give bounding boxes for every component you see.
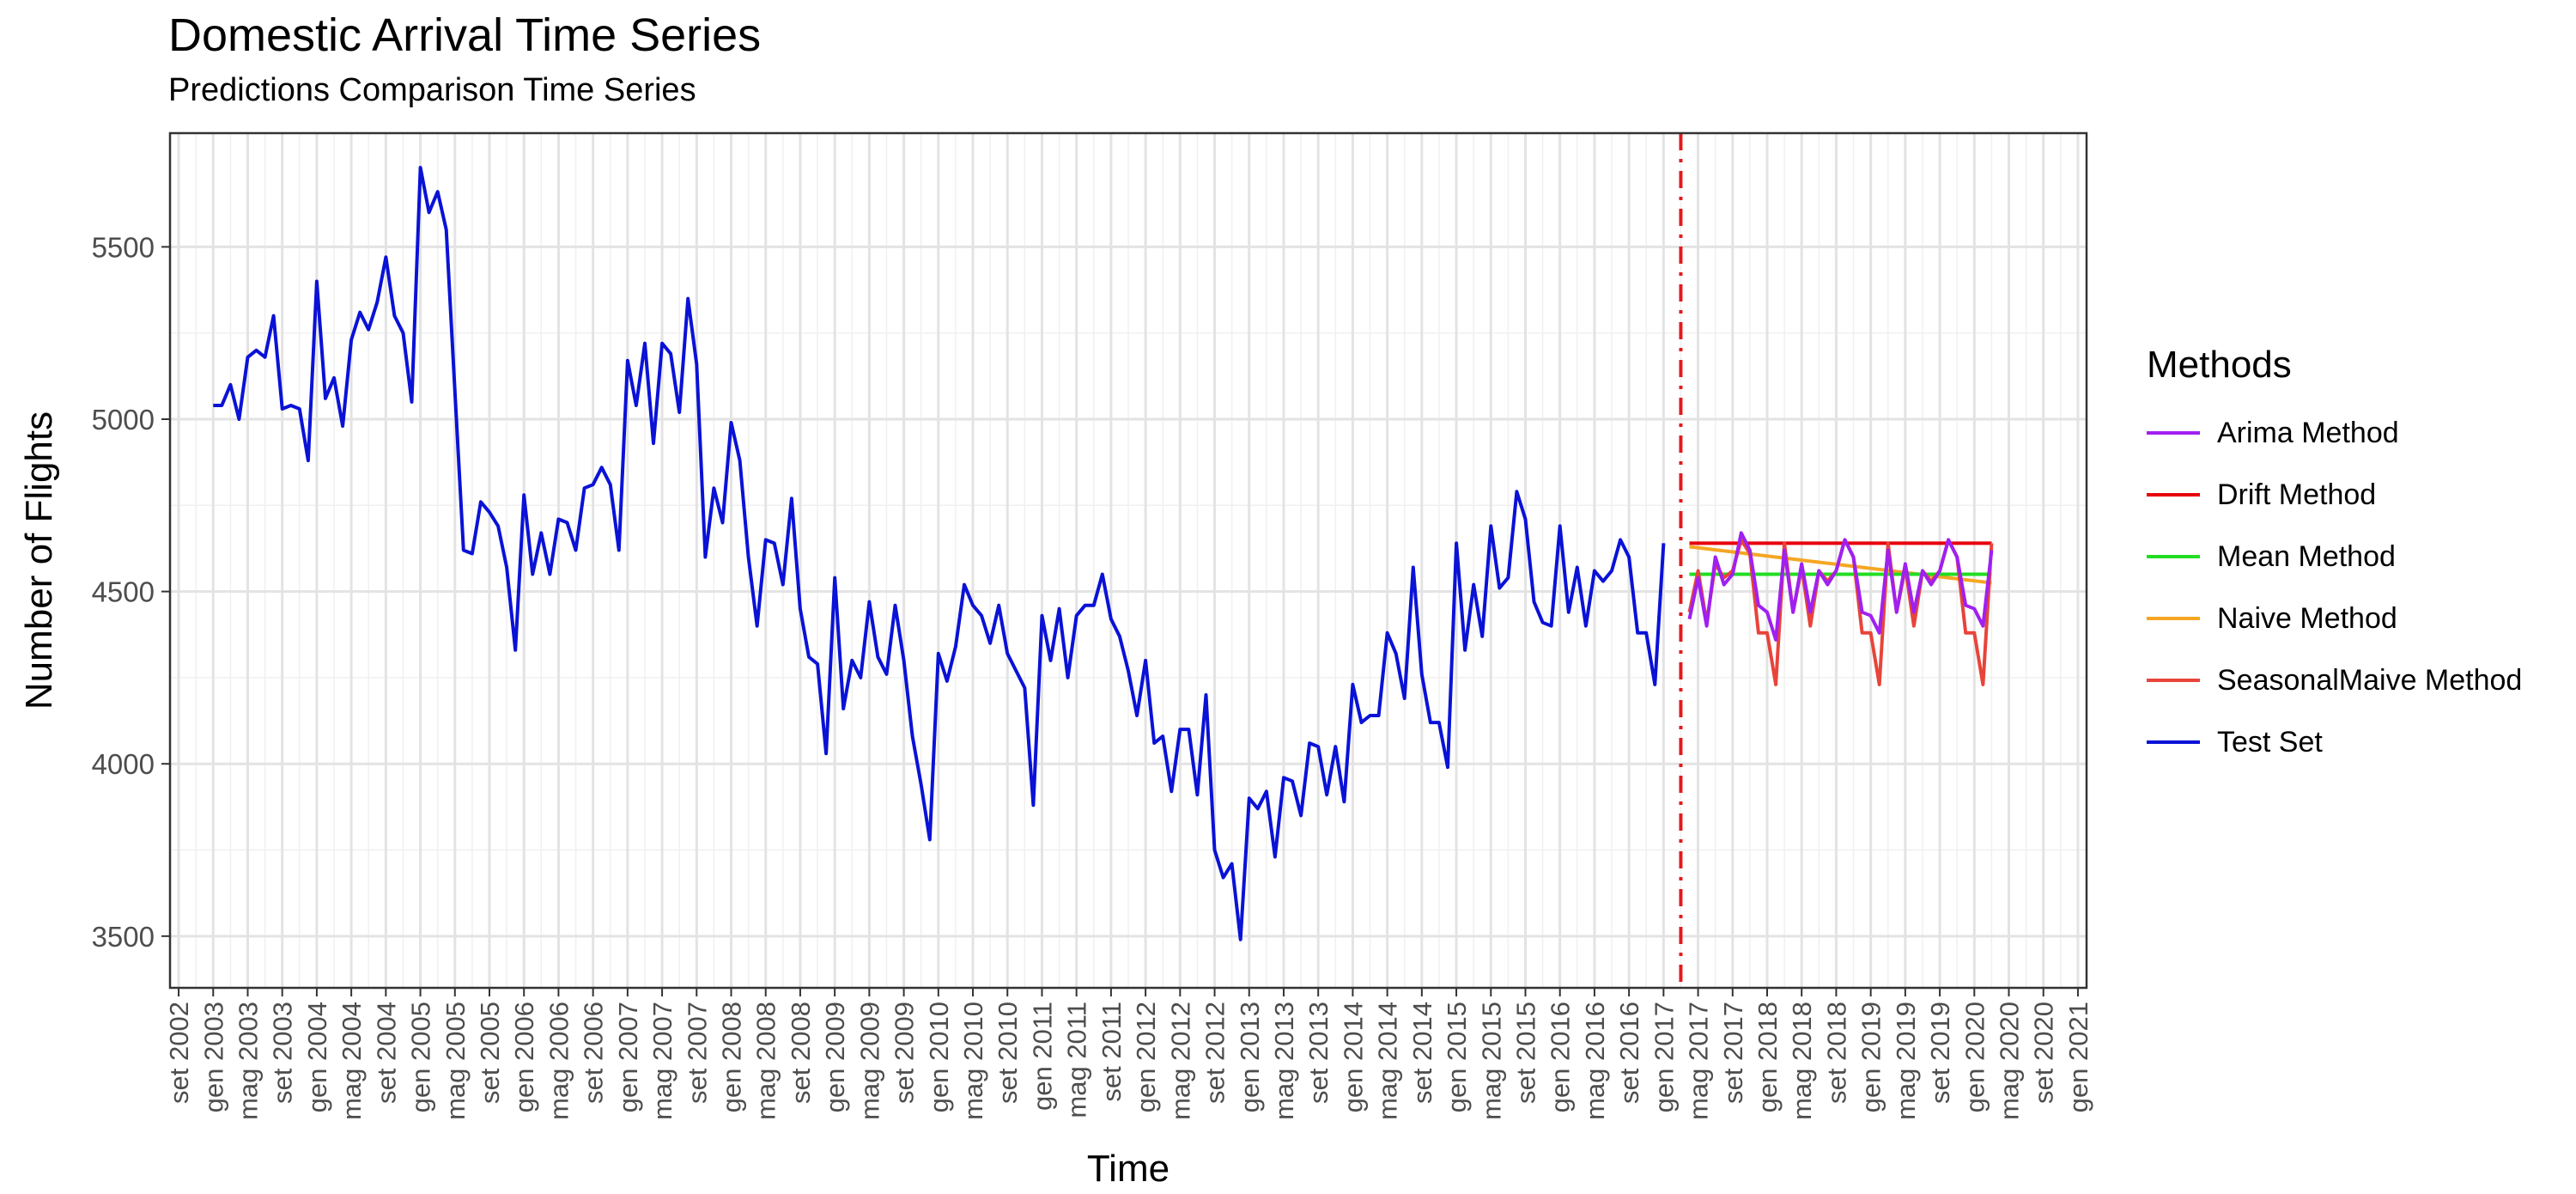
x-tick-label: gen 2019 (1856, 1002, 1886, 1112)
legend-label: Mean Method (2217, 539, 2396, 573)
y-axis-title: Number of Flights (18, 411, 60, 710)
x-tick-label: mag 2012 (1165, 1002, 1195, 1120)
x-tick-label: set 2012 (1200, 1002, 1230, 1104)
x-tick-label: mag 2009 (854, 1002, 884, 1120)
x-tick-label: mag 2017 (1684, 1002, 1714, 1120)
x-tick-label: gen 2012 (1131, 1002, 1161, 1112)
legend-item: Mean Method (2147, 526, 2522, 588)
x-tick-label: mag 2016 (1580, 1002, 1610, 1120)
x-tick-label: gen 2010 (924, 1002, 954, 1112)
legend-label: Arima Method (2217, 416, 2399, 449)
chart-subtitle: Predictions Comparison Time Series (168, 72, 696, 108)
series-arima-method (1687, 531, 1994, 642)
x-tick-label: set 2002 (164, 1002, 194, 1104)
y-tick-label: 5500 (92, 231, 155, 263)
x-tick-label: gen 2011 (1027, 1002, 1057, 1111)
x-tick-label: mag 2014 (1373, 1002, 1403, 1120)
x-tick-label: gen 2009 (820, 1002, 850, 1112)
x-tick-label: mag 2018 (1787, 1002, 1817, 1120)
y-tick-label: 4500 (92, 576, 155, 608)
x-tick-label: gen 2006 (509, 1002, 539, 1112)
x-tick-label: gen 2005 (406, 1002, 436, 1112)
x-tick-label: set 2011 (1097, 1002, 1127, 1102)
x-tick-label: set 2020 (2029, 1002, 2059, 1104)
x-tick-label: mag 2013 (1269, 1002, 1299, 1120)
legend-item: SeasonalMaive Method (2147, 649, 2522, 711)
legend-swatch (2147, 617, 2200, 620)
chart-title: Domestic Arrival Time Series (168, 9, 762, 61)
x-tick-label: set 2013 (1303, 1002, 1334, 1104)
series-naive-method (1689, 545, 1992, 585)
legend-label: Drift Method (2217, 478, 2377, 511)
plot-border (168, 131, 2088, 990)
x-tick-label: set 2018 (1821, 1002, 1851, 1104)
x-tick-label: gen 2015 (1442, 1002, 1472, 1112)
x-tick-label: mag 2011 (1062, 1002, 1092, 1118)
x-tick-label: mag 2015 (1476, 1002, 1506, 1120)
legend-label: Test Set (2217, 725, 2323, 758)
x-tick-label: gen 2017 (1649, 1002, 1679, 1112)
x-tick-label: gen 2020 (1959, 1002, 1990, 1112)
y-tick-label: 4000 (92, 748, 155, 780)
x-tick-label: gen 2007 (613, 1002, 643, 1112)
y-tick-label: 5000 (92, 404, 155, 436)
x-tick-label: mag 2020 (1995, 1002, 2025, 1120)
x-tick-label: gen 2008 (717, 1002, 747, 1112)
legend-label: Naive Method (2217, 601, 2397, 635)
x-tick-label: gen 2018 (1753, 1002, 1783, 1112)
x-tick-label: set 2015 (1510, 1002, 1540, 1104)
x-tick-label: gen 2003 (198, 1002, 228, 1112)
legend: Methods Arima Method Drift Method Mean Met… (2147, 344, 2522, 773)
y-tick-label: 3500 (92, 921, 155, 953)
legend-item: Test Set (2147, 711, 2522, 773)
x-axis-title: Time (1087, 1148, 1170, 1190)
legend-item: Drift Method (2147, 464, 2522, 526)
x-tick-label: set 2004 (371, 1002, 401, 1104)
x-tick-label: set 2016 (1614, 1002, 1644, 1104)
legend-swatch (2147, 431, 2200, 435)
x-tick-label: set 2014 (1407, 1002, 1437, 1104)
x-tick-label: gen 2014 (1338, 1002, 1368, 1112)
x-tick-label: set 2005 (475, 1002, 505, 1104)
legend-items: Arima Method Drift Method Mean Method Naive… (2147, 402, 2522, 773)
x-tick-label: mag 2006 (544, 1002, 574, 1120)
x-tick-label: set 2010 (993, 1002, 1023, 1104)
x-tick-label: set 2008 (786, 1002, 816, 1104)
x-tick-label: gen 2021 (2063, 1002, 2093, 1112)
x-tick-label: set 2009 (890, 1002, 920, 1104)
x-tick-label: set 2007 (682, 1002, 712, 1104)
legend-title: Methods (2147, 344, 2292, 386)
x-tick-label: set 2017 (1718, 1002, 1748, 1104)
legend-item: Naive Method (2147, 588, 2522, 649)
x-tick-label: mag 2019 (1891, 1002, 1921, 1120)
x-tick-label: mag 2007 (647, 1002, 677, 1120)
legend-swatch (2147, 740, 2200, 744)
legend-swatch (2147, 493, 2200, 496)
series-test-set (213, 166, 1666, 941)
x-tick-label: mag 2004 (337, 1002, 367, 1120)
x-tick-label: mag 2005 (440, 1002, 471, 1120)
x-tick-label: mag 2003 (233, 1002, 263, 1120)
x-tick-label: mag 2008 (751, 1002, 781, 1120)
x-tick-label: set 2006 (579, 1002, 609, 1104)
x-tick-label: gen 2016 (1546, 1002, 1576, 1112)
x-tick-label: gen 2004 (302, 1002, 332, 1112)
x-tick-label: set 2019 (1925, 1002, 1955, 1104)
x-tick-label: gen 2013 (1235, 1002, 1265, 1112)
x-tick-label: set 2003 (268, 1002, 298, 1104)
x-tick-label: mag 2010 (958, 1002, 988, 1120)
legend-swatch (2147, 555, 2200, 558)
legend-item: Arima Method (2147, 402, 2522, 464)
legend-swatch (2147, 679, 2200, 682)
legend-label: SeasonalMaive Method (2217, 663, 2523, 697)
